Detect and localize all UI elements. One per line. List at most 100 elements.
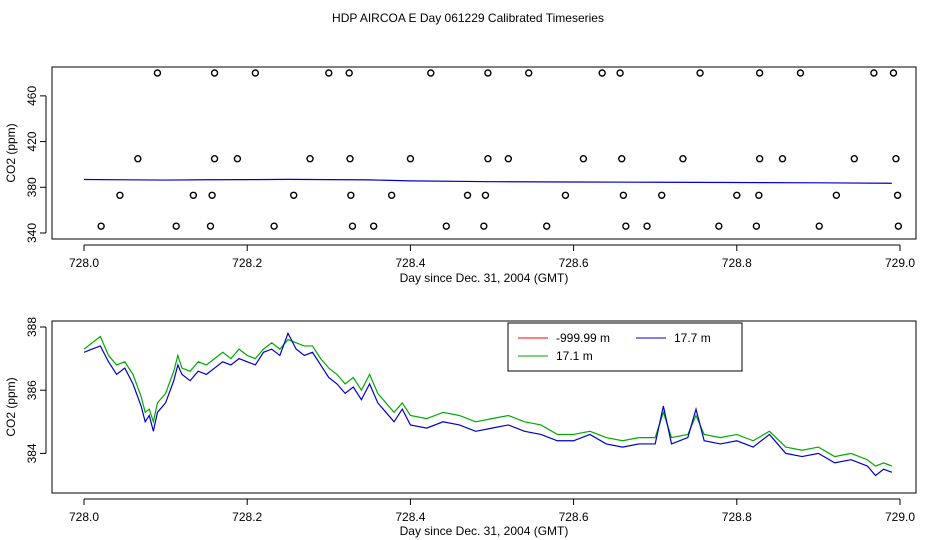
- scatter-y-tick-label: 340: [25, 223, 39, 243]
- scatter-x-tick-label: 728.2: [232, 256, 262, 270]
- scatter-point: [815, 222, 823, 230]
- scatter-point: [484, 155, 492, 163]
- scatter-point: [832, 191, 841, 199]
- scatter-point: [755, 191, 763, 199]
- line-x-tick-label: 728.4: [395, 510, 425, 524]
- scatter-point: [270, 222, 278, 230]
- scatter-x-tick-label: 728.0: [69, 256, 99, 270]
- scatter-point: [715, 222, 723, 230]
- scatter-point: [189, 191, 198, 199]
- scatter-point: [406, 155, 415, 163]
- scatter-point: [643, 222, 651, 230]
- legend-label-series-0: -999.99 m: [556, 331, 610, 345]
- scatter-points: [97, 69, 903, 230]
- scatter-point: [484, 69, 492, 77]
- scatter-point: [348, 222, 357, 230]
- scatter-x-tick-label: 728.4: [395, 256, 425, 270]
- scatter-point: [561, 191, 570, 199]
- scatter-point: [778, 155, 787, 163]
- legend-label-series-2: 17.1 m: [556, 349, 593, 363]
- scatter-point: [696, 69, 704, 77]
- line-plot-frame: [51, 320, 917, 494]
- scatter-point: [525, 69, 533, 77]
- scatter-point: [480, 222, 488, 230]
- scatter-point: [172, 222, 180, 230]
- scatter-point: [116, 191, 124, 199]
- scatter-point: [504, 155, 513, 163]
- scatter-point: [325, 69, 333, 77]
- line-panel: 728.0 728.2 728.4 728.6 728.8 729.0 384 386 388…: [4, 317, 917, 538]
- scatter-point: [233, 155, 242, 163]
- legend: -999.99 m 17.7 m 17.1 m: [507, 322, 743, 372]
- scatter-point: [208, 191, 216, 199]
- scatter-point: [796, 69, 805, 77]
- scatter-x-tick-label: 729.0: [885, 256, 915, 270]
- line-series-1: [83, 331, 893, 477]
- line-y-tick-label: 384: [25, 443, 39, 463]
- scatter-point: [892, 155, 900, 163]
- scatter-point: [622, 222, 630, 230]
- scatter-point: [598, 69, 606, 77]
- scatter-x-axis: 728.0 728.2 728.4 728.6 728.8 729.0: [69, 244, 915, 270]
- scatter-y-axis: 340 380 420 460: [25, 86, 47, 243]
- line-y-tick-label: 388: [25, 317, 39, 337]
- scatter-x-tick-label: 728.6: [559, 256, 589, 270]
- scatter-point: [658, 191, 666, 199]
- scatter-x-axis-label: Day since Dec. 31, 2004 (GMT): [400, 271, 569, 285]
- scatter-point: [306, 155, 314, 163]
- legend-label-series-1: 17.7 m: [674, 331, 711, 345]
- scatter-point: [134, 155, 142, 163]
- scatter-point: [463, 191, 472, 199]
- scatter-point: [850, 155, 859, 163]
- page-title: HDP AIRCOA E Day 061229 Calibrated Times…: [332, 11, 604, 25]
- scatter-point: [442, 222, 451, 230]
- scatter-point: [894, 222, 903, 230]
- scatter-point: [616, 69, 624, 77]
- legend-box: [507, 322, 743, 372]
- scatter-point: [97, 222, 105, 230]
- scatter-y-tick-label: 420: [25, 131, 39, 151]
- scatter-point: [369, 222, 378, 230]
- scatter-point: [153, 69, 162, 77]
- line-series-2: [83, 335, 893, 467]
- line-x-axis: 728.0 728.2 728.4 728.6 728.8 729.0: [69, 498, 915, 524]
- line-x-axis-label: Day since Dec. 31, 2004 (GMT): [400, 524, 569, 538]
- scatter-point: [206, 222, 215, 230]
- scatter-point: [733, 191, 741, 199]
- scatter-point: [755, 69, 764, 77]
- line-x-tick-label: 728.0: [69, 510, 99, 524]
- line-x-tick-label: 729.0: [885, 510, 915, 524]
- scatter-x-tick-label: 728.8: [722, 256, 752, 270]
- scatter-point: [893, 191, 902, 199]
- scatter-point: [481, 191, 490, 199]
- scatter-point: [387, 191, 396, 199]
- scatter-panel: 728.0 728.2 728.4 728.6 728.8 729.0 340 380 420…: [4, 66, 917, 285]
- scatter-point: [752, 222, 761, 230]
- line-x-tick-label: 728.8: [722, 510, 752, 524]
- scatter-point: [679, 155, 687, 163]
- scatter-point: [251, 69, 260, 77]
- scatter-point: [210, 155, 219, 163]
- scatter-point: [210, 69, 219, 77]
- line-y-axis-label: CO2 (ppm): [4, 377, 18, 436]
- scatter-y-axis-label: CO2 (ppm): [4, 123, 18, 182]
- scatter-point: [755, 155, 764, 163]
- scatter-point: [542, 222, 551, 230]
- scatter-point: [427, 69, 435, 77]
- line-x-tick-label: 728.2: [232, 510, 262, 524]
- scatter-y-tick-label: 380: [25, 177, 39, 197]
- scatter-series-line: [83, 178, 892, 184]
- line-x-tick-label: 728.6: [559, 510, 589, 524]
- scatter-trend-line: [83, 178, 892, 184]
- scatter-y-tick-label: 460: [25, 86, 39, 106]
- line-series: [83, 331, 893, 477]
- line-y-tick-label: 386: [25, 380, 39, 400]
- scatter-point: [347, 191, 355, 199]
- scatter-point: [870, 69, 878, 77]
- scatter-point: [579, 155, 588, 163]
- scatter-point: [618, 155, 626, 163]
- scatter-plot-frame: [51, 66, 917, 240]
- line-y-axis: 384 386 388: [25, 317, 47, 463]
- scatter-point: [619, 191, 628, 199]
